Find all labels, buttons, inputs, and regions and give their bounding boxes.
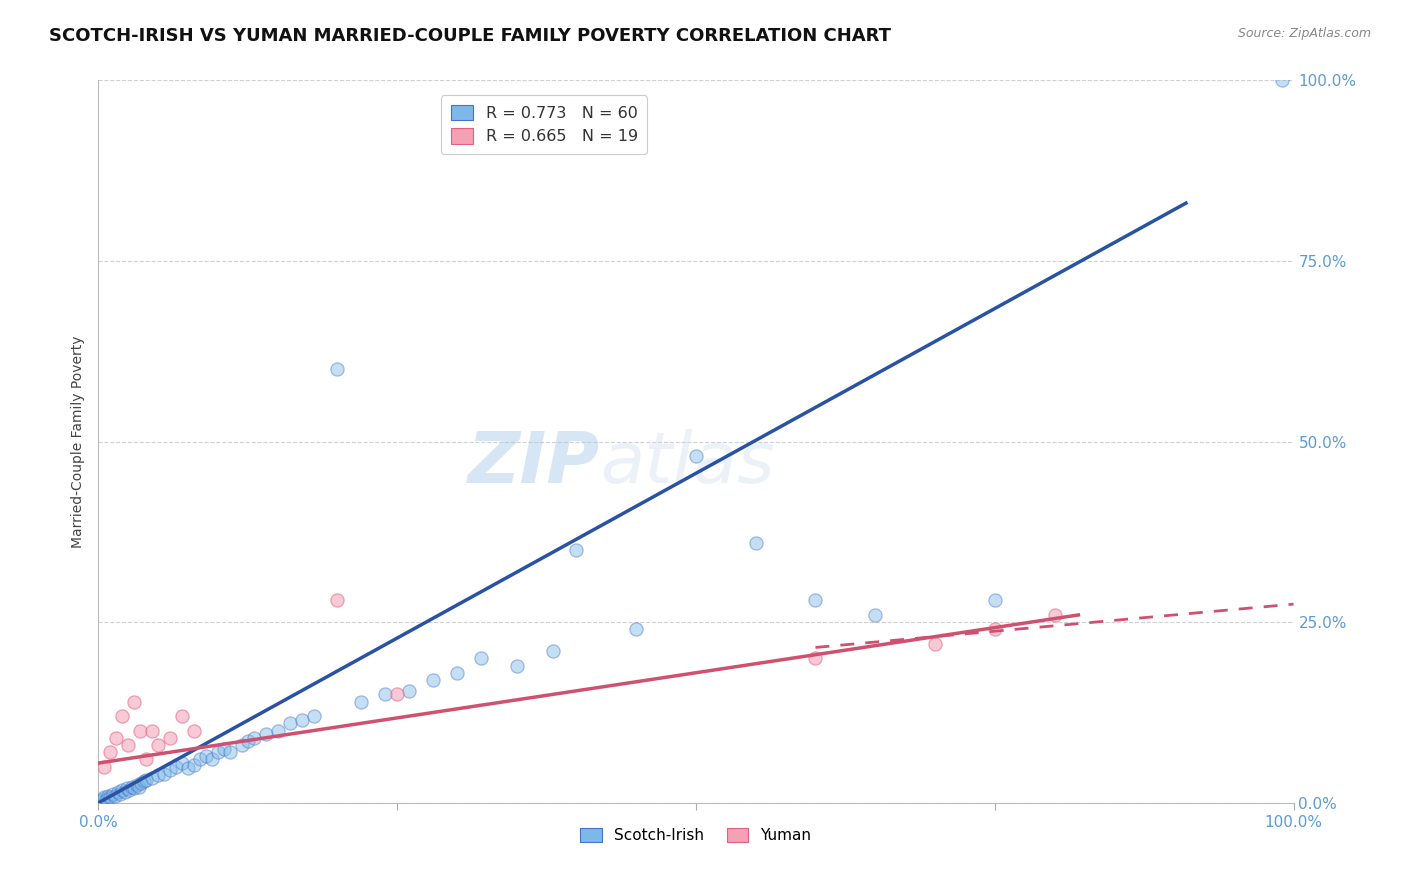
Point bbox=[254, 727, 277, 741]
Point bbox=[159, 731, 181, 745]
Point bbox=[129, 723, 152, 738]
Point bbox=[108, 787, 131, 801]
Point bbox=[745, 535, 768, 549]
Point bbox=[177, 761, 200, 775]
Point bbox=[104, 789, 127, 803]
Point bbox=[236, 734, 259, 748]
Point bbox=[541, 644, 564, 658]
Point bbox=[135, 752, 157, 766]
Point bbox=[201, 752, 224, 766]
Point bbox=[506, 658, 529, 673]
Point bbox=[121, 780, 143, 794]
Point bbox=[183, 723, 205, 738]
Point bbox=[107, 785, 129, 799]
Point bbox=[446, 665, 468, 680]
Point bbox=[565, 542, 588, 557]
Point bbox=[101, 787, 124, 801]
Point bbox=[385, 687, 409, 701]
Point bbox=[105, 731, 128, 745]
Point bbox=[865, 607, 887, 622]
Point bbox=[165, 760, 187, 774]
Point bbox=[98, 745, 122, 759]
Point bbox=[374, 687, 396, 701]
Point bbox=[114, 785, 136, 799]
Point bbox=[231, 738, 253, 752]
Point bbox=[141, 723, 163, 738]
Point bbox=[172, 709, 194, 723]
Point bbox=[91, 792, 114, 806]
Point bbox=[302, 709, 325, 723]
Point bbox=[90, 794, 112, 808]
Point bbox=[326, 362, 349, 376]
Text: Source: ZipAtlas.com: Source: ZipAtlas.com bbox=[1237, 27, 1371, 40]
Point bbox=[804, 593, 827, 607]
Point bbox=[278, 716, 301, 731]
Point bbox=[207, 745, 229, 759]
Text: atlas: atlas bbox=[600, 429, 775, 498]
Point bbox=[398, 683, 420, 698]
Point bbox=[291, 713, 314, 727]
Point bbox=[212, 741, 235, 756]
Point bbox=[984, 593, 1007, 607]
Legend: Scotch-Irish, Yuman: Scotch-Irish, Yuman bbox=[574, 822, 818, 849]
Point bbox=[1271, 73, 1294, 87]
Point bbox=[94, 793, 117, 807]
Point bbox=[117, 738, 139, 752]
Point bbox=[124, 781, 146, 796]
Point bbox=[111, 782, 134, 797]
Point bbox=[93, 790, 115, 805]
Point bbox=[267, 723, 290, 738]
Point bbox=[125, 778, 148, 792]
Point bbox=[924, 637, 946, 651]
Point bbox=[98, 790, 122, 805]
Point bbox=[141, 771, 163, 785]
Point bbox=[1043, 607, 1066, 622]
Point bbox=[350, 695, 373, 709]
Text: ZIP: ZIP bbox=[468, 429, 600, 498]
Point bbox=[195, 748, 218, 763]
Point bbox=[153, 767, 176, 781]
Point bbox=[243, 731, 266, 745]
Point bbox=[131, 775, 153, 789]
Point bbox=[626, 623, 648, 637]
Point bbox=[183, 758, 205, 772]
Point bbox=[326, 593, 349, 607]
Point bbox=[984, 623, 1007, 637]
Text: SCOTCH-IRISH VS YUMAN MARRIED-COUPLE FAMILY POVERTY CORRELATION CHART: SCOTCH-IRISH VS YUMAN MARRIED-COUPLE FAM… bbox=[49, 27, 891, 45]
Point bbox=[111, 709, 134, 723]
Point bbox=[97, 789, 120, 803]
Point bbox=[188, 752, 211, 766]
Point bbox=[422, 673, 444, 687]
Point bbox=[219, 745, 242, 759]
Y-axis label: Married-Couple Family Poverty: Married-Couple Family Poverty bbox=[72, 335, 86, 548]
Point bbox=[118, 782, 141, 797]
Point bbox=[804, 651, 827, 665]
Point bbox=[148, 768, 170, 782]
Point bbox=[128, 780, 150, 794]
Point bbox=[172, 756, 194, 770]
Point bbox=[124, 695, 146, 709]
Point bbox=[470, 651, 492, 665]
Point bbox=[135, 772, 157, 787]
Point bbox=[148, 738, 170, 752]
Point bbox=[685, 449, 707, 463]
Point bbox=[93, 760, 115, 774]
Point bbox=[132, 774, 155, 789]
Point bbox=[115, 781, 138, 796]
Point bbox=[159, 764, 181, 778]
